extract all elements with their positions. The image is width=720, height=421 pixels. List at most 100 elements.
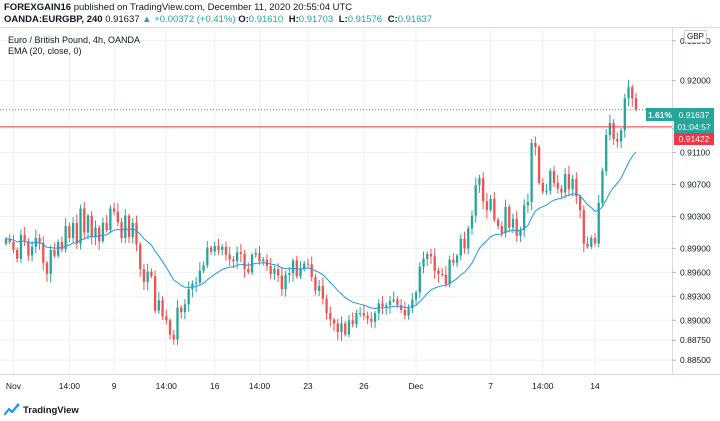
candle-body bbox=[232, 259, 235, 262]
change-value: +0.00372 (+0.41%) bbox=[154, 14, 236, 25]
candle-body bbox=[336, 323, 339, 333]
candle-body bbox=[325, 298, 328, 314]
high-value: 0.91703 bbox=[298, 14, 334, 25]
candle-body bbox=[310, 264, 313, 278]
candle-body bbox=[254, 253, 257, 255]
symbol-ohlc-line: OANDA:EURGBP, 240 0.91637 ▲ +0.00372 (+0… bbox=[4, 14, 435, 25]
open-value: 0.91610 bbox=[248, 14, 284, 25]
candle-body bbox=[578, 196, 582, 211]
candle-body bbox=[534, 142, 537, 147]
candle-body bbox=[79, 208, 82, 244]
candle-body bbox=[224, 246, 228, 255]
x-tick-label: 16 bbox=[210, 381, 220, 391]
candle-body bbox=[329, 313, 332, 320]
x-tick-label: 14:00 bbox=[156, 381, 178, 391]
currency-badge: GBP bbox=[684, 30, 707, 43]
candle-body bbox=[545, 190, 548, 192]
candle-body bbox=[526, 202, 530, 206]
candle-body bbox=[463, 238, 466, 249]
countdown-badge bbox=[674, 121, 714, 133]
candle-body bbox=[403, 309, 407, 316]
candle-body bbox=[321, 285, 325, 299]
candle-body bbox=[605, 135, 608, 171]
x-tick-label: Nov bbox=[6, 381, 22, 391]
footer-brand[interactable]: TradingView bbox=[23, 404, 79, 416]
chart-legend: Euro / British Pound, 4h, OANDA EMA (20,… bbox=[8, 35, 140, 57]
legend-indicator[interactable]: EMA (20, close, 0) bbox=[8, 46, 82, 56]
candle-body bbox=[183, 304, 187, 313]
candle-body bbox=[586, 243, 589, 247]
author-name[interactable]: FOREXGAIN16 bbox=[4, 2, 72, 13]
candle-body bbox=[612, 123, 615, 139]
candle-body bbox=[180, 307, 183, 313]
candle-body bbox=[500, 226, 503, 234]
candle-body bbox=[45, 262, 49, 274]
candle-body bbox=[552, 170, 556, 183]
candle-body bbox=[12, 242, 15, 250]
candle-body bbox=[135, 222, 138, 245]
last-price-badge-text: 0.91637 bbox=[679, 110, 710, 120]
candle-body bbox=[187, 289, 190, 305]
candle-body bbox=[127, 215, 131, 238]
candle-body bbox=[250, 254, 254, 273]
y-tick-label: 0.91100 bbox=[680, 148, 710, 158]
candle-body bbox=[221, 246, 224, 250]
y-tick-label: 0.90300 bbox=[680, 211, 711, 221]
candle-body bbox=[243, 253, 246, 270]
candle-body bbox=[575, 178, 578, 197]
candle-body bbox=[16, 249, 19, 259]
candle-body bbox=[370, 318, 373, 322]
legend-title: Euro / British Pound, 4h, OANDA bbox=[8, 35, 141, 45]
candle-body bbox=[448, 259, 451, 285]
candle-body bbox=[124, 215, 127, 239]
candle-body bbox=[291, 260, 295, 274]
candle-body bbox=[105, 222, 108, 231]
candle-body bbox=[478, 178, 481, 186]
candle-body bbox=[418, 266, 421, 293]
candle-body bbox=[616, 138, 619, 142]
candle-body bbox=[537, 146, 541, 183]
close-key: C: bbox=[387, 14, 398, 25]
candle-body bbox=[209, 247, 213, 252]
candle-body bbox=[273, 269, 276, 274]
candle-body bbox=[590, 238, 593, 247]
x-tick-label: 23 bbox=[303, 381, 313, 391]
chart-frame bbox=[0, 27, 720, 396]
candle-body bbox=[422, 258, 425, 267]
candle-body bbox=[519, 230, 522, 236]
candle-body bbox=[504, 206, 507, 234]
candle-body bbox=[98, 227, 101, 242]
candle-body bbox=[523, 205, 526, 231]
candle-body bbox=[366, 315, 369, 319]
y-tick-label: 0.90700 bbox=[680, 180, 711, 190]
x-tick-label: 14:00 bbox=[249, 381, 271, 391]
candle-body bbox=[608, 123, 612, 136]
candle-body bbox=[455, 255, 459, 263]
candle-body bbox=[71, 222, 75, 239]
candle-body bbox=[27, 241, 30, 256]
candle-body bbox=[429, 253, 433, 257]
candle-body bbox=[440, 273, 444, 275]
change-arrow-icon: ▲ bbox=[142, 14, 152, 25]
candle-body bbox=[139, 244, 142, 270]
candle-body bbox=[262, 259, 265, 262]
candle-body bbox=[601, 170, 604, 203]
change-pct-badge bbox=[646, 108, 674, 121]
publish-info: FOREXGAIN16 published on TradingView.com… bbox=[4, 2, 352, 13]
candle-body bbox=[19, 234, 23, 259]
line-price-text: 0.91422 bbox=[679, 134, 710, 144]
candle-body bbox=[549, 170, 552, 191]
price-axis-labels: 0.925000.920000.914000.911000.907000.903… bbox=[672, 36, 711, 365]
candle-body bbox=[508, 206, 511, 228]
grid bbox=[0, 28, 672, 374]
candle-body bbox=[362, 313, 366, 316]
candle-body bbox=[355, 313, 358, 325]
y-tick-label: 0.89600 bbox=[680, 267, 711, 277]
price-chart[interactable]: 0.925000.920000.914000.911000.907000.903… bbox=[0, 0, 720, 396]
low-key: L: bbox=[338, 14, 348, 25]
open-key: O: bbox=[238, 14, 249, 25]
candle-body bbox=[381, 303, 384, 307]
candle-body bbox=[627, 87, 630, 99]
candle-body bbox=[4, 238, 8, 244]
candle-body bbox=[206, 247, 209, 266]
